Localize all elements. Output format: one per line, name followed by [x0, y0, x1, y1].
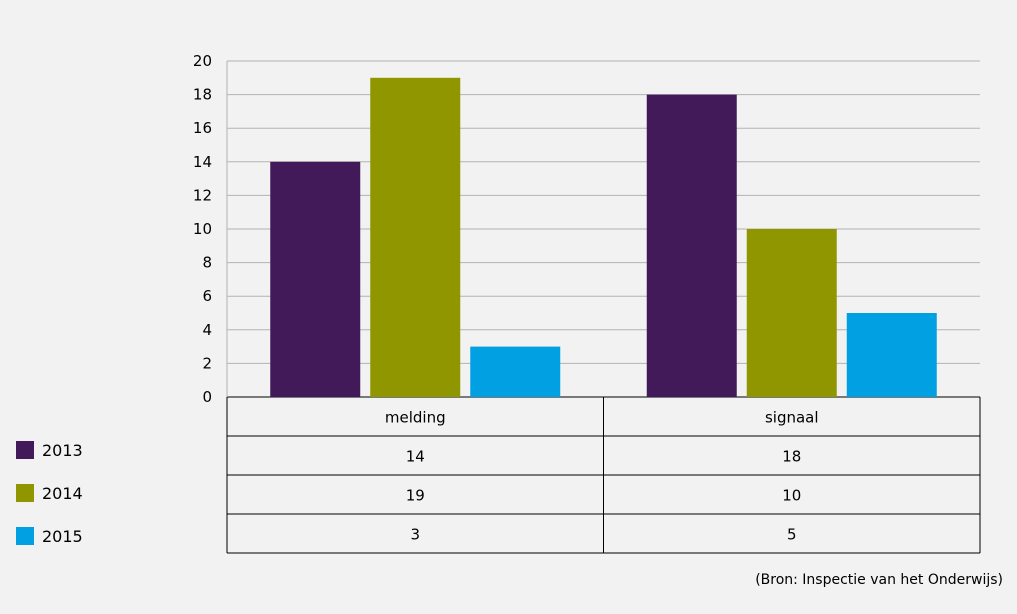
- legend-swatch: [16, 441, 34, 459]
- bars: [270, 77, 937, 398]
- legend-swatch: [16, 527, 34, 545]
- source-note: (Bron: Inspectie van het Onderwijs): [755, 572, 1003, 588]
- legend-label: 2015: [42, 526, 83, 546]
- table-category-label: signaal: [765, 409, 819, 427]
- bar-2015-melding: [470, 346, 561, 397]
- bar-2015-signaal: [846, 313, 937, 397]
- table-cell-value: 5: [787, 526, 797, 544]
- legend-swatch: [16, 484, 34, 502]
- table-cell-value: 10: [782, 487, 801, 505]
- y-tick-label: 20: [193, 52, 212, 70]
- legend-label: 2013: [42, 440, 83, 460]
- legend-item: 2015: [16, 525, 83, 547]
- bar-2013-signaal: [646, 94, 737, 397]
- table-cell-value: 14: [406, 448, 425, 466]
- table-category-label: melding: [385, 409, 446, 427]
- y-tick-label: 4: [202, 321, 212, 339]
- table-cell-value: 18: [782, 448, 801, 466]
- y-tick-label: 6: [202, 287, 212, 305]
- legend-item: 2013: [16, 439, 83, 461]
- table-cell-value: 3: [410, 526, 420, 544]
- y-tick-label: 0: [202, 388, 212, 406]
- bar-2014-melding: [370, 77, 461, 398]
- bar-2014-signaal: [746, 229, 837, 397]
- data-table: melding signaal 14 18 19 10 3 5: [226, 397, 981, 554]
- legend-item: 2014: [16, 482, 83, 504]
- bar-2013-melding: [270, 161, 361, 397]
- y-axis-ticks: 0 2 4 6 8 10 12 14 16 18 20: [193, 52, 212, 406]
- y-tick-label: 8: [202, 254, 212, 272]
- y-tick-label: 14: [193, 153, 212, 171]
- legend-label: 2014: [42, 483, 83, 503]
- y-tick-label: 2: [202, 354, 212, 372]
- y-tick-label: 10: [193, 220, 212, 238]
- table-cell-value: 19: [406, 487, 425, 505]
- legend: 2013 2014 2015: [16, 439, 83, 568]
- y-tick-label: 18: [193, 86, 212, 104]
- y-tick-label: 12: [193, 186, 212, 204]
- y-tick-label: 16: [193, 119, 212, 137]
